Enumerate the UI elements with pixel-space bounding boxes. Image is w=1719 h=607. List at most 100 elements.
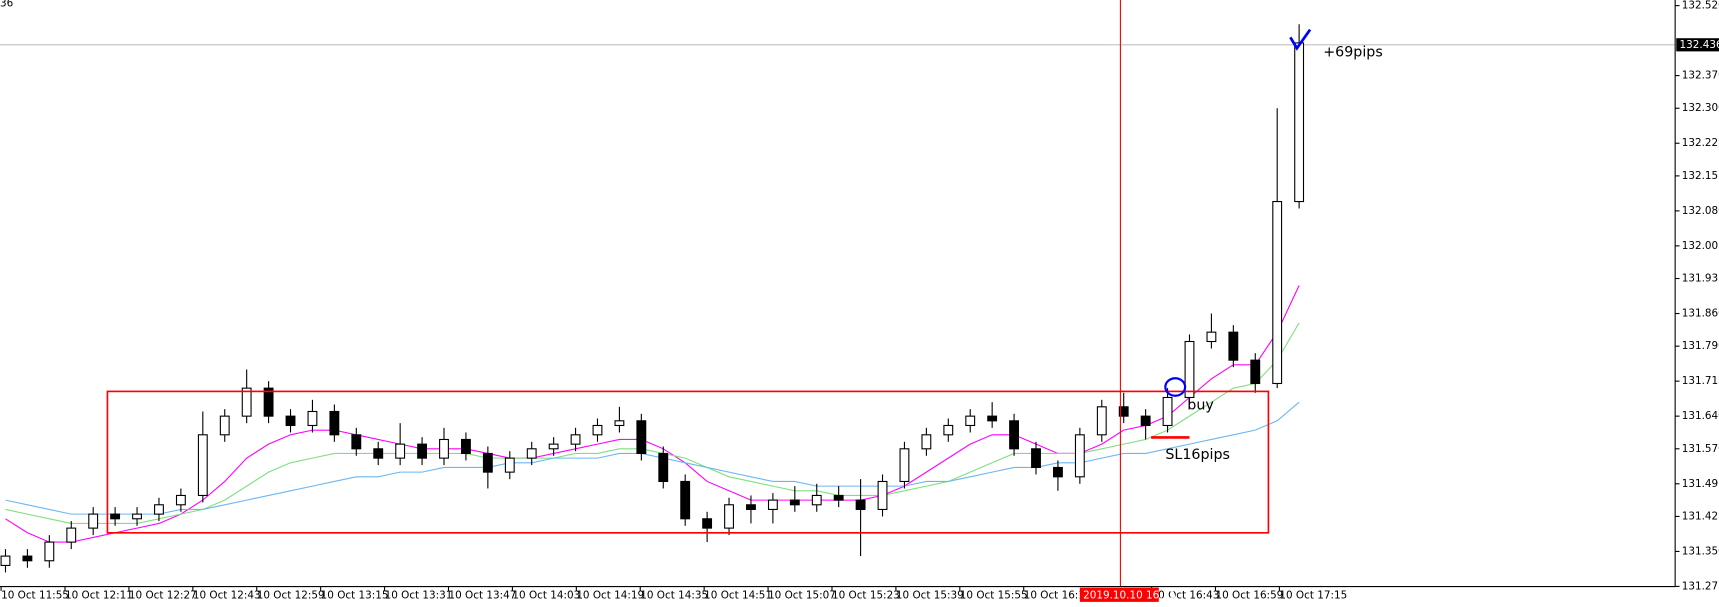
candle-body	[1250, 359, 1261, 385]
candle-body	[899, 448, 910, 483]
candle-body	[307, 410, 318, 427]
y-tick-label: 132.005	[1682, 240, 1719, 252]
candle-body	[1206, 331, 1217, 343]
candle-body	[526, 448, 537, 459]
y-tick-label: 132.225	[1682, 137, 1719, 149]
candle-body	[592, 424, 603, 436]
candle-body	[855, 499, 866, 510]
candle-body	[1140, 415, 1151, 427]
y-tick-label: 131.715	[1682, 375, 1719, 387]
entry-circle	[1164, 377, 1187, 397]
candle-body	[570, 434, 581, 445]
x-tick-label: 10 Oct 15:55	[960, 589, 1028, 601]
crosshair-time-box	[1079, 587, 1159, 602]
candle-body	[965, 415, 976, 427]
candle-body	[767, 499, 778, 510]
x-tick-label: 10 Oct 11:55	[1, 589, 69, 601]
candle-body	[943, 424, 954, 436]
candle-body	[329, 410, 340, 436]
range-box	[106, 390, 1270, 534]
candle-body	[132, 513, 142, 520]
candle-body	[614, 420, 625, 427]
candle-body	[22, 555, 33, 562]
x-tick-label: 10 Oct 13:31	[385, 589, 453, 601]
candle-body	[66, 527, 77, 543]
candle-body	[417, 443, 428, 459]
candle-body	[110, 513, 121, 520]
y-tick-label: 131.425	[1682, 510, 1719, 522]
y-tick-label: 132.300	[1682, 102, 1719, 114]
candle-body	[219, 415, 230, 436]
x-tick-label: 10 Oct 12:59	[257, 589, 325, 601]
candle-body	[439, 438, 449, 459]
corner-label: 36	[0, 0, 13, 9]
plot	[0, 24, 1676, 573]
candle-body	[373, 448, 384, 459]
candle-body	[1074, 434, 1085, 478]
x-tick-label: 10 Oct 12:27	[129, 589, 197, 601]
x-tick-label: 10 Oct 14:51	[704, 589, 772, 601]
y-tick-label: 131.570	[1682, 443, 1719, 455]
candle-body	[263, 387, 274, 417]
candle-body	[175, 494, 186, 506]
current-price-label: 132.436	[1680, 39, 1719, 51]
y-tick-label: 131.275	[1682, 580, 1719, 592]
x-tick-label: 10 Oct 14:19	[576, 589, 644, 601]
candle-body	[1228, 331, 1239, 361]
y-tick-label: 131.790	[1682, 340, 1719, 352]
x-tick-label: 10 Oct 15:23	[832, 589, 900, 601]
candle-body	[1096, 406, 1107, 436]
candle-body	[1162, 396, 1173, 427]
x-tick-label: 10 Oct 12:43	[193, 589, 261, 601]
candle-body	[724, 504, 734, 529]
candle-body	[636, 420, 647, 455]
x-tick-label: 10 Oct 14:03	[512, 589, 580, 601]
candle-body	[241, 387, 252, 417]
candle-body	[1294, 42, 1305, 203]
annotation: buy	[1187, 398, 1214, 414]
annotation: +69pips	[1323, 45, 1383, 61]
x-tick-label: 10 Oct 16:43	[1152, 589, 1220, 601]
x-tick-label: 10 Oct 13:47	[448, 589, 516, 601]
candle-body	[1272, 201, 1283, 385]
y-tick-label: 131.495	[1682, 478, 1719, 490]
candle-body	[285, 415, 296, 427]
candle-body	[504, 457, 515, 473]
x-tick-label: 10 Oct 17:15	[1279, 589, 1347, 601]
checkmark	[1289, 28, 1312, 51]
candle-body	[746, 504, 756, 510]
candle-body	[154, 504, 164, 515]
crosshair-time: 2019.10.10 16:35	[1083, 589, 1176, 601]
candle-body	[1118, 406, 1129, 417]
y-tick-label: 131.640	[1682, 410, 1719, 422]
candle-body	[921, 434, 932, 450]
candle-body	[1009, 420, 1020, 450]
candle-body	[88, 513, 99, 529]
y-tick-label: 131.935	[1682, 273, 1719, 285]
candle-body	[460, 438, 471, 455]
x-tick-label: 10 Oct 16:59	[1215, 589, 1283, 601]
x-tick-label: 10 Oct 12:11	[65, 589, 133, 601]
y-tick-label: 131.350	[1682, 545, 1719, 557]
y-tick-label: 132.080	[1682, 205, 1719, 217]
candle-body	[482, 452, 493, 473]
candle-body	[395, 443, 406, 459]
candle-body	[658, 452, 669, 483]
y-tick-label: 132.520	[1682, 0, 1719, 12]
candle-body	[811, 494, 822, 506]
candle-body	[1052, 466, 1063, 478]
candle-body	[0, 555, 11, 566]
candle-body	[789, 499, 800, 506]
x-tick-label: 10 Oct 15:39	[896, 589, 964, 601]
x-tick-label: 10 Oct 14:35	[640, 589, 708, 601]
y-tick-label: 132.155	[1682, 170, 1719, 182]
candle-body	[351, 434, 362, 450]
annotation: SL16pips	[1165, 447, 1230, 463]
y-tick-label: 132.370	[1682, 70, 1719, 82]
candle-body	[44, 541, 55, 562]
x-tick-label: 10 Oct 13:15	[321, 589, 389, 601]
candle-body	[1184, 340, 1195, 399]
candle-body	[1031, 448, 1041, 469]
x-tick-label: 10 Oct 16:11	[1024, 589, 1092, 601]
